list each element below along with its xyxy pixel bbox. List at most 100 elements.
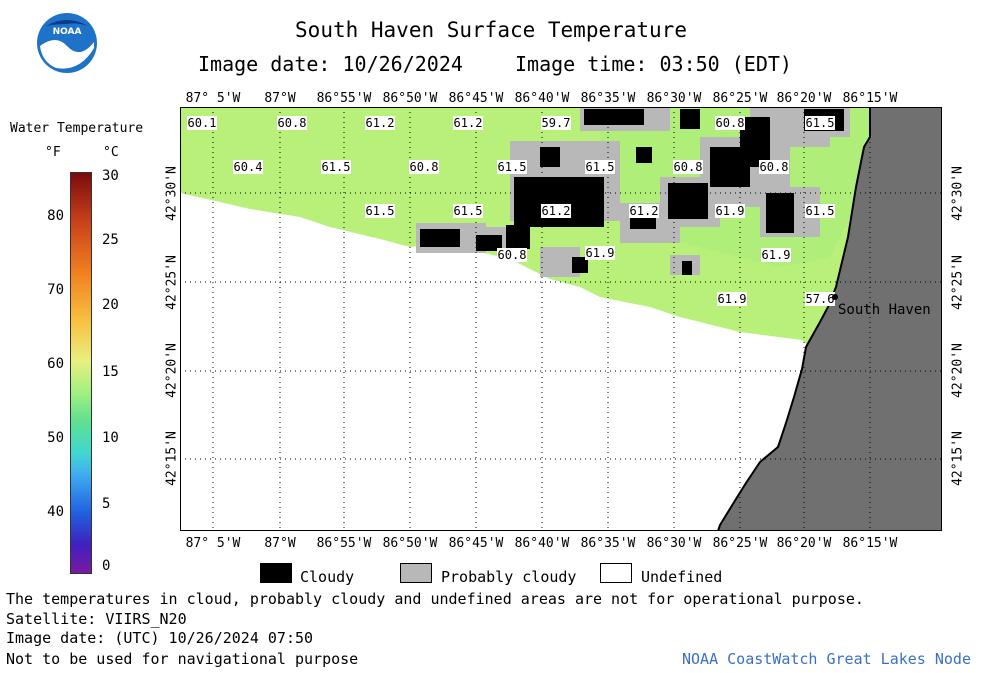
lon-label-top: 87°W (264, 91, 296, 106)
temperature-reading: 61.5 (586, 160, 615, 174)
fahrenheit-tick: 80 (47, 208, 64, 224)
temperature-reading: 61.5 (454, 204, 483, 218)
celsius-tick: 25 (102, 232, 119, 248)
probably-cloudy-label: Probably cloudy (441, 568, 577, 586)
unit-fahrenheit: °F (45, 145, 61, 160)
lon-label-bottom: 86°50'W (382, 536, 438, 551)
temperature-reading: 61.9 (586, 246, 615, 260)
credit-link[interactable]: NOAA CoastWatch Great Lakes Node (682, 650, 971, 668)
lat-label-left: 42°30'N (164, 166, 180, 221)
lat-label-left: 42°15'N (164, 431, 180, 486)
lon-label-bottom: 86°30'W (646, 536, 702, 551)
fahrenheit-tick: 70 (47, 282, 64, 298)
temperature-label-bg (453, 204, 483, 218)
undefined-label: Undefined (641, 568, 723, 586)
lon-label-bottom: 86°40'W (514, 536, 570, 551)
temperature-reading: 61.9 (762, 248, 791, 262)
temperature-reading: 60.4 (234, 160, 263, 174)
celsius-tick: 0 (102, 558, 111, 574)
fahrenheit-tick: 50 (47, 430, 64, 446)
temperature-label-bg (541, 204, 571, 218)
city-marker (832, 294, 838, 300)
noaa-logo: NOAA (37, 13, 97, 73)
lon-label-bottom: 86°15'W (842, 536, 898, 551)
temperature-reading: 61.9 (718, 292, 747, 306)
lat-label-left: 42°25'N (164, 255, 180, 310)
legend-title: Water Temperature (10, 121, 144, 136)
temperature-reading: 61.5 (806, 116, 835, 130)
temperature-label-bg (585, 246, 615, 260)
temperature-label-bg (759, 160, 789, 174)
cloudy-label: Cloudy (300, 568, 355, 586)
celsius-tick: 20 (102, 297, 119, 313)
celsius-tick: 10 (102, 430, 119, 446)
temperature-reading: 57.6 (806, 292, 835, 306)
celsius-tick: 5 (102, 496, 111, 512)
map-title: South Haven Surface Temperature (295, 18, 687, 42)
land-region (716, 107, 942, 531)
temperature-reading: 60.8 (278, 116, 307, 130)
lon-label-bottom: 86°20'W (776, 536, 832, 551)
fahrenheit-tick: 40 (47, 504, 64, 520)
lon-label-top: 86°40'W (514, 91, 570, 106)
temperature-reading: 60.8 (498, 248, 527, 262)
lat-label-left: 42°20'N (164, 343, 180, 398)
lat-label-right: 42°15'N (950, 431, 966, 486)
image-date: Image date: 10/26/2024 (198, 52, 463, 76)
temperature-label-bg (277, 116, 307, 130)
temperature-label-bg (541, 116, 571, 130)
temperature-colorbar (70, 172, 92, 574)
unit-celsius: °C (103, 145, 119, 160)
lon-label-top: 86°50'W (382, 91, 438, 106)
celsius-tick: 15 (102, 364, 119, 380)
lon-label-bottom: 86°35'W (580, 536, 636, 551)
lat-label-right: 42°20'N (950, 343, 966, 398)
lon-label-bottom: 87° 5'W (185, 536, 241, 551)
temperature-label-bg (321, 160, 351, 174)
disclaimer-text: The temperatures in cloud, probably clou… (6, 590, 864, 608)
temperature-map: 60.1 60.8 61.2 61.2 59.7 60.8 61.5 60.4 61.5 60.8… (180, 107, 942, 531)
lon-label-top: 86°15'W (842, 91, 898, 106)
temperature-reading: 61.5 (806, 204, 835, 218)
temperature-label-bg (673, 160, 703, 174)
temperature-label-bg (409, 160, 439, 174)
lat-label-right: 42°30'N (950, 166, 966, 221)
utc-date: Image date: (UTC) 10/26/2024 07:50 (6, 629, 314, 647)
temperature-reading: 60.1 (188, 116, 217, 130)
temperature-reading: 60.8 (674, 160, 703, 174)
lon-label-bottom: 86°25'W (712, 536, 768, 551)
lon-label-top: 86°55'W (316, 91, 372, 106)
temperature-label-bg (497, 160, 527, 174)
lon-label-top: 86°20'W (776, 91, 832, 106)
temperature-label-bg (585, 160, 615, 174)
temperature-reading: 61.5 (498, 160, 527, 174)
celsius-tick: 30 (102, 168, 119, 184)
temperature-label-bg (453, 116, 483, 130)
temperature-label-bg (629, 204, 659, 218)
temperature-label-bg (365, 116, 395, 130)
temperature-reading: 60.8 (716, 116, 745, 130)
temperature-reading: 61.2 (366, 116, 395, 130)
temperature-label-bg (805, 204, 835, 218)
lon-label-top: 86°35'W (580, 91, 636, 106)
temperature-label-bg (805, 292, 835, 306)
temperature-label-bg (365, 204, 395, 218)
image-time: Image time: 03:50 (EDT) (515, 52, 792, 76)
lon-label-top: 87° 5'W (185, 91, 241, 106)
lon-label-bottom: 86°55'W (316, 536, 372, 551)
temperature-label-bg (761, 248, 791, 262)
temperature-reading: 61.2 (542, 204, 571, 218)
temperature-reading: 60.8 (760, 160, 789, 174)
temperature-label-bg (497, 248, 527, 262)
temperature-label-bg (805, 116, 835, 130)
lon-label-bottom: 86°45'W (448, 536, 504, 551)
navigation-note: Not to be used for navigational purpose (6, 650, 359, 668)
temperature-reading: 61.2 (630, 204, 659, 218)
temperature-reading: 59.7 (542, 116, 571, 130)
city-label: South Haven (838, 302, 931, 318)
temperature-label-bg (717, 292, 747, 306)
lat-label-right: 42°25'N (950, 255, 966, 310)
cloudy-swatch (260, 563, 292, 583)
lon-label-bottom: 87°W (264, 536, 296, 551)
probably-cloudy-swatch (400, 563, 432, 583)
